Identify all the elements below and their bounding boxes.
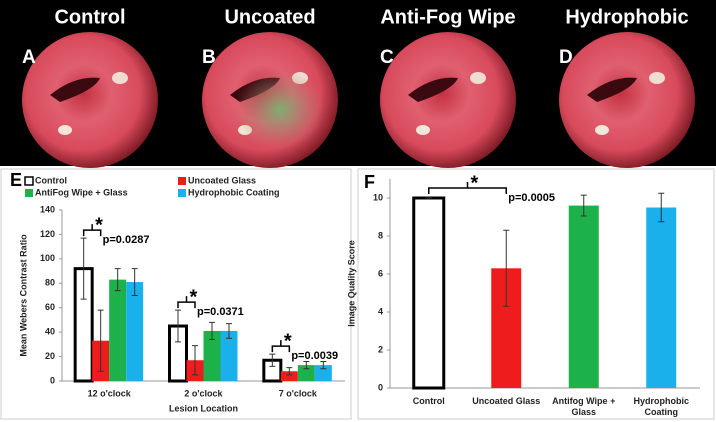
image-letter: A [22,47,36,68]
y-axis-label: Mean Webers Contrast Ratio [18,234,28,357]
x-tick-label: 2 o'clock [184,388,223,398]
significance-bracket [82,224,102,237]
x-tick-label: Antifog Wipe + Glass [552,396,616,417]
x-tick-label-box: Uncoated Glass [472,396,541,406]
y-tick-label: 40 [45,327,55,337]
x-tick-label: Hydrophobic Coating [633,396,690,417]
x-tick-label-box: Hydrophobic Coating [633,396,690,417]
image-letter: C [380,47,394,68]
error-bar [209,321,215,340]
significance-marker: * [190,286,198,308]
y-tick-label: 80 [45,278,55,288]
legend-label: AntiFog Wipe + Glass [35,187,128,197]
significance-marker: * [95,214,103,236]
image-title: Uncoated [224,6,315,28]
error-bar [226,323,232,339]
error-bar [658,192,665,223]
x-tick-label-box: Antifog Wipe + Glass [552,396,616,417]
significance-bracket [271,340,291,353]
endoscope-image [380,32,516,168]
endoscope-image [559,32,695,168]
bar [126,282,144,381]
lesion [112,72,128,84]
image-title: Control [54,6,125,28]
y-tick-label: 0 [50,375,55,385]
panel-e-frame [0,168,352,420]
y-tick-label: 60 [45,302,55,312]
panel-letter: F [364,172,375,192]
error-bar [175,309,181,343]
bar [109,279,127,381]
image-title: Hydrophobic [565,6,688,28]
error-bar [503,229,510,307]
error-bar [303,360,310,370]
y-tick-label: 0 [378,382,383,392]
x-tick-label-box: Control [412,396,445,406]
fog [235,70,325,150]
lesion [470,72,486,84]
p-value: p=0.0371 [197,306,244,318]
x-tick-label: Uncoated Glass [472,396,541,406]
significance-bracket [177,296,196,309]
lesion [416,125,430,135]
y-tick-label: 120 [40,229,55,239]
legend-swatch [178,189,186,197]
legend-label: Control [35,175,67,185]
y-tick-label: 140 [40,204,55,214]
panel-letter: E [10,170,22,190]
p-value: p=0.0287 [103,234,150,246]
y-tick-label: 4 [378,306,383,316]
y-tick-label: 20 [45,351,55,361]
p-value: p=0.0005 [508,192,555,204]
significance-bracket [428,182,507,194]
bar [314,365,332,381]
x-tick-label: 12 o'clock [88,388,132,398]
bar [220,330,238,381]
bar [646,207,677,388]
image-title: Anti-Fog Wipe [380,6,515,28]
bar [412,196,446,390]
panel-f-frame [357,168,715,420]
y-axis-label: Image Quality Score [346,240,356,327]
bar [280,371,298,381]
error-bar [320,360,327,370]
legend-label: Hydrophobic Coating [188,187,280,197]
lesion [649,72,665,84]
y-tick-label: 6 [378,268,383,278]
p-value: p=0.0039 [291,350,338,362]
bar [568,205,599,388]
significance-marker: * [471,172,479,194]
lesion [595,125,609,135]
y-tick-label: 8 [378,230,383,240]
bar [203,330,221,381]
significance-marker: * [284,330,292,352]
error-bar [192,345,198,376]
image-letter: D [559,47,573,68]
y-tick-label: 100 [40,253,55,263]
lumen [50,77,100,102]
x-tick-label: Control [412,396,445,406]
lumen [408,77,458,102]
image-letter: B [202,47,216,68]
error-bar [114,268,121,292]
error-bar [97,309,104,372]
error-bar [580,194,587,217]
y-tick-label: 10 [373,192,383,202]
endoscope-image [22,32,158,168]
legend-swatch [25,189,33,197]
error-bar [131,268,138,296]
error-bar [80,237,87,300]
lesion [58,125,72,135]
error-bar [286,367,293,376]
lumen [587,77,637,102]
error-bar [269,353,276,367]
x-tick-label: 7 o'clock [279,388,318,398]
bar [297,365,315,381]
x-axis-label: Lesion Location [169,403,238,413]
legend-swatch [178,177,186,185]
y-tick-label: 2 [378,344,383,354]
legend-swatch [24,176,34,186]
legend-label: Uncoated Glass [188,175,256,185]
